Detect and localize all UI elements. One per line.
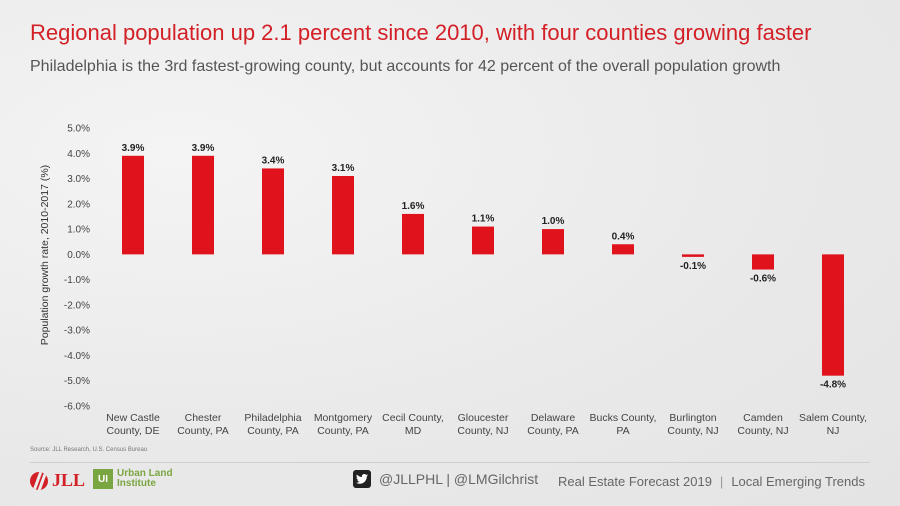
forecast-label: Real Estate Forecast 2019 | Local Emerging…	[558, 474, 865, 489]
urban-land-institute-logo: UI Urban Land Institute	[93, 469, 173, 489]
x-tick-label: County, NJ	[457, 425, 508, 437]
x-tick-label: County, PA	[177, 425, 229, 437]
y-tick-label: -2.0%	[64, 300, 90, 311]
jll-logo-text: JLL	[52, 470, 86, 490]
x-tick-label: New Castle	[106, 412, 160, 424]
y-tick-label: 0.0%	[67, 250, 90, 261]
data-label: 1.0%	[542, 216, 565, 227]
x-tick-label: Salem County,	[799, 412, 867, 424]
data-label: 1.1%	[472, 214, 495, 225]
data-label: -4.8%	[820, 380, 846, 391]
x-tick-label: Gloucester	[458, 412, 509, 424]
bar	[122, 155, 144, 255]
x-tick-label: County, NJ	[667, 425, 718, 437]
x-tick-label: Burlington	[669, 412, 716, 424]
data-label: 0.4%	[612, 231, 635, 242]
jll-logo-icon	[30, 471, 48, 490]
uli-logo-line2: Institute	[117, 478, 156, 489]
y-tick-label: -3.0%	[64, 326, 90, 337]
y-tick-label: 2.0%	[67, 199, 90, 210]
uli-logo-text: Urban Land Institute	[117, 469, 173, 489]
y-axis-title: Population growth rate, 2010-2017 (%)	[39, 165, 51, 345]
x-tick-label: County, NJ	[737, 425, 788, 437]
bar-chart: 5.0% 4.0% 3.0% 2.0% 1.0% 0.0% -1.0% -2.0% -3.0% -…	[39, 124, 867, 438]
x-tick-label: County, DE	[107, 425, 160, 437]
x-tick-label: Camden	[743, 412, 783, 424]
bar	[612, 244, 634, 255]
x-tick-label: MD	[405, 425, 422, 437]
uli-logo-line1: Urban Land	[117, 468, 173, 479]
forecast-title: Real Estate Forecast 2019	[558, 474, 712, 489]
y-tick-label: -4.0%	[64, 351, 90, 362]
bar	[192, 155, 214, 255]
social-handles-text: @JLLPHL | @LMGilchrist	[379, 471, 539, 487]
x-tick-label: County, PA	[317, 425, 369, 437]
jll-logo: JLL	[30, 470, 85, 491]
uli-logo-icon: UI	[93, 469, 113, 489]
social-handles: @JLLPHL | @LMGilchrist	[353, 470, 538, 488]
y-tick-label: -1.0%	[64, 275, 90, 286]
x-tick-label: Delaware	[531, 412, 576, 424]
bar	[682, 254, 704, 257]
bar	[262, 168, 284, 255]
forecast-section: Local Emerging Trends	[731, 474, 865, 489]
x-tick-label: Montgomery	[314, 412, 373, 424]
x-tick-label: Cecil County,	[382, 412, 444, 424]
x-tick-label: NJ	[827, 425, 840, 437]
bar	[402, 213, 424, 255]
data-label: -0.1%	[680, 261, 706, 272]
twitter-icon	[353, 470, 371, 488]
bar	[822, 254, 844, 376]
source-note: Source: JLL Research, U.S. Census Bureau	[30, 447, 148, 453]
bar	[542, 229, 564, 255]
chart-subtitle: Philadelphia is the 3rd fastest-growing …	[30, 58, 781, 75]
bar	[472, 226, 494, 255]
y-tick-label: 4.0%	[67, 149, 90, 160]
y-tick-label: 5.0%	[67, 124, 90, 135]
x-tick-label: County, PA	[247, 425, 299, 437]
data-label: 3.4%	[262, 155, 285, 166]
data-label: -0.6%	[750, 274, 776, 285]
x-tick-label: Bucks County,	[590, 412, 657, 424]
y-tick-label: 3.0%	[67, 174, 90, 185]
data-label: 3.1%	[332, 163, 355, 174]
data-label: 3.9%	[122, 143, 145, 154]
bar	[752, 254, 774, 270]
chart-title: Regional population up 2.1 percent since…	[30, 20, 812, 45]
y-tick-label: -5.0%	[64, 376, 90, 387]
data-label: 1.6%	[402, 201, 425, 212]
bar	[332, 176, 354, 255]
y-tick-label: -6.0%	[64, 402, 90, 413]
data-label: 3.9%	[192, 143, 215, 154]
x-tick-label: PA	[616, 425, 629, 437]
x-tick-label: Chester	[185, 412, 222, 424]
forecast-separator: |	[719, 474, 724, 489]
y-tick-label: 1.0%	[67, 225, 90, 236]
x-tick-label: County, PA	[527, 425, 579, 437]
x-tick-label: Philadelphia	[244, 412, 301, 424]
footer-divider	[30, 462, 870, 463]
